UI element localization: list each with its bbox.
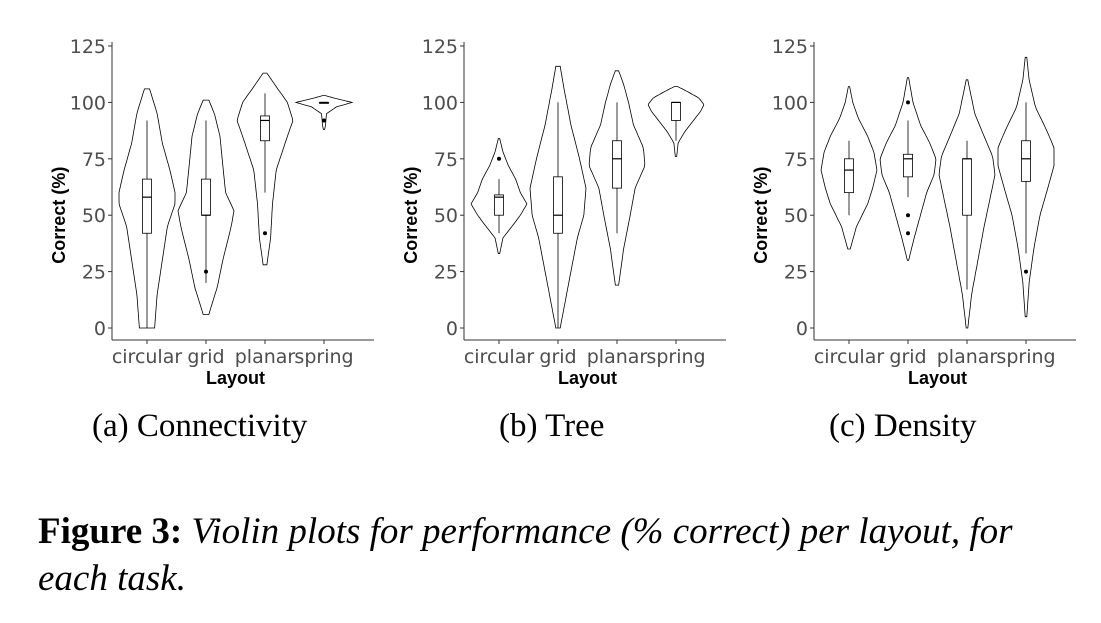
y-tick-label: 50 — [82, 205, 106, 227]
violin-grid — [177, 99, 235, 315]
y-tick-label: 0 — [796, 318, 808, 340]
violin-planar — [938, 79, 996, 329]
y-axis-title: Correct (%) — [751, 167, 771, 264]
violin-planar — [588, 70, 646, 286]
violin-circular — [118, 88, 176, 329]
y-tick-label: 50 — [434, 205, 458, 227]
outlier-point — [263, 231, 267, 236]
box-grid — [903, 153, 913, 178]
y-tick-label: 0 — [94, 318, 106, 340]
y-tick-label: 100 — [70, 92, 106, 114]
subcaption-label: (a) — [92, 408, 129, 444]
violin-spring — [997, 56, 1055, 318]
box-spring — [1021, 140, 1031, 182]
box-grid — [201, 178, 211, 216]
violin-grid — [879, 77, 937, 261]
x-tick-label-planar: planar — [937, 346, 998, 368]
y-tick-label: 125 — [422, 36, 458, 58]
x-tick-label-planar: planar — [235, 346, 296, 368]
violin-spring — [294, 95, 354, 130]
outlier-point — [906, 100, 910, 105]
box-spring — [671, 102, 681, 121]
x-tick-label-spring: spring — [294, 346, 353, 368]
subcaption-tree: (b) Tree — [499, 408, 604, 445]
box-circular — [142, 178, 152, 234]
chart-panel-density: 0 25 50 75 100 125 Correct (%) circular grid plan… — [702, 0, 1076, 460]
x-tick-label-circular: circular — [814, 346, 885, 368]
subcaption-density: (c) Density — [829, 408, 977, 445]
x-axis-title: Layout — [558, 368, 617, 388]
violin-chart-density: 0 25 50 75 100 125 Correct (%) circular grid plan… — [751, 36, 1076, 388]
y-axis-title: Correct (%) — [401, 167, 421, 264]
violin-chart-connectivity: 0 25 50 75 100 125 Correct (%) circular grid plan… — [49, 36, 374, 388]
violin-planar — [236, 72, 294, 266]
chart-panel-connectivity: 0 25 50 75 100 125 Correct (%) circular grid plan… — [0, 0, 374, 460]
y-tick-label: 100 — [422, 92, 458, 114]
y-axis-title: Correct (%) — [49, 167, 69, 264]
x-axis-title: Layout — [206, 368, 265, 388]
outlier-point — [204, 269, 208, 274]
x-tick-label-circular: circular — [464, 346, 535, 368]
violin-grid — [529, 65, 587, 329]
y-tick-label: 50 — [784, 205, 808, 227]
y-tick-label: 75 — [434, 149, 458, 171]
box-circular — [494, 194, 504, 216]
y-tick-label: 100 — [772, 92, 808, 114]
box-planar — [260, 115, 270, 142]
subcaption-text: Density — [873, 408, 977, 444]
violin-chart-tree: 0 25 50 75 100 125 Correct (%) circular grid plan… — [401, 36, 726, 388]
chart-panel-tree: 0 25 50 75 100 125 Correct (%) circular grid plan… — [352, 0, 726, 460]
outlier-point — [906, 231, 910, 236]
figure-caption: Figure 3: Violin plots for performance (… — [38, 508, 1078, 602]
subcaption-text: Tree — [545, 408, 605, 444]
box-planar — [962, 158, 972, 216]
y-tick-label: 125 — [70, 36, 106, 58]
figure-caption-lead: Figure 3: — [38, 511, 183, 552]
x-tick-label-planar: planar — [587, 346, 648, 368]
box-planar — [612, 140, 622, 189]
x-tick-label-circular: circular — [112, 346, 183, 368]
x-axis-title: Layout — [908, 368, 967, 388]
box-grid — [553, 176, 563, 234]
y-tick-label: 125 — [772, 36, 808, 58]
y-tick-label: 25 — [82, 262, 106, 284]
subcaption-label: (c) — [829, 408, 866, 444]
y-tick-label: 25 — [434, 262, 458, 284]
outlier-point — [322, 118, 326, 123]
x-tick-label-grid: grid — [889, 346, 926, 368]
violin-circular — [470, 138, 528, 254]
y-tick-label: 75 — [82, 149, 106, 171]
y-tick-label: 0 — [446, 318, 458, 340]
subcaption-connectivity: (a) Connectivity — [92, 408, 307, 445]
x-tick-label-spring: spring — [646, 346, 705, 368]
box-circular — [844, 158, 854, 194]
subcaption-label: (b) — [499, 408, 538, 444]
figure-caption-body: Violin plots for performance (% correct)… — [38, 511, 1013, 599]
y-tick-label: 75 — [784, 149, 808, 171]
x-tick-label-grid: grid — [539, 346, 576, 368]
x-tick-label-grid: grid — [187, 346, 224, 368]
violin-circular — [820, 86, 878, 250]
x-tick-label-spring: spring — [996, 346, 1055, 368]
outlier-point — [497, 156, 501, 161]
violin-spring — [647, 86, 705, 157]
outlier-point — [1024, 269, 1028, 274]
outlier-point — [906, 213, 910, 218]
y-tick-label: 25 — [784, 262, 808, 284]
subcaption-text: Connectivity — [136, 408, 308, 444]
